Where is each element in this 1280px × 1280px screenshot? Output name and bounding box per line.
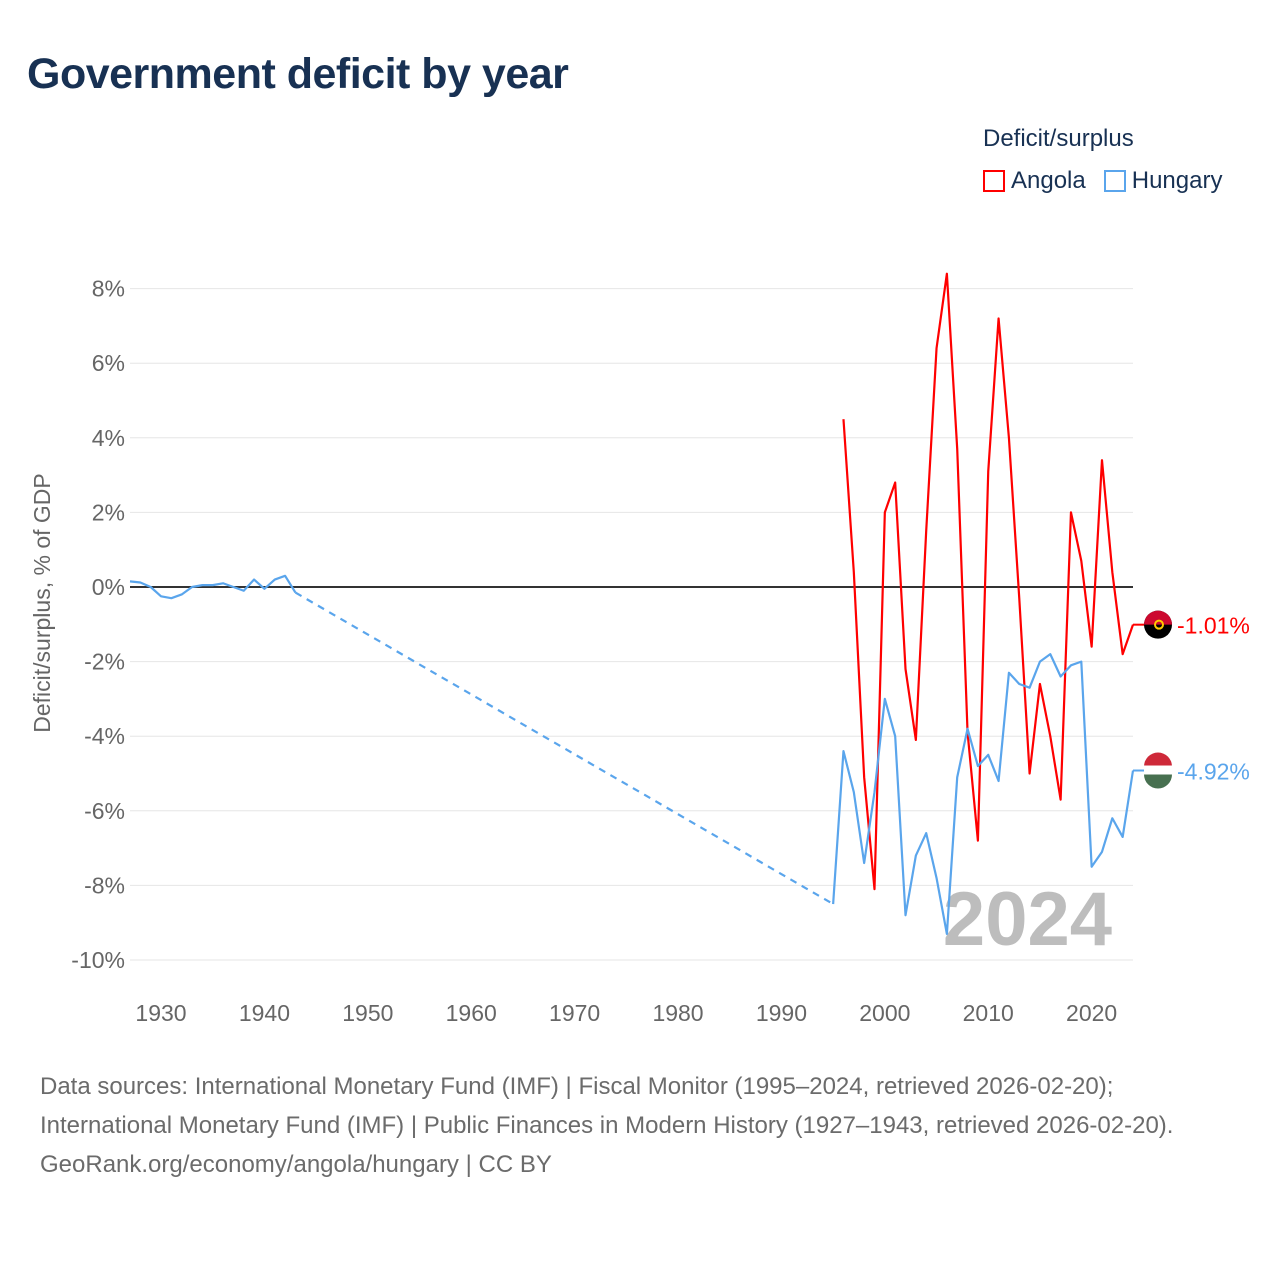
legend-swatch-angola bbox=[983, 170, 1005, 192]
year-watermark: 2024 bbox=[943, 877, 1112, 962]
legend-title: Deficit/surplus bbox=[983, 125, 1134, 152]
x-tick-label: 1970 bbox=[549, 1000, 600, 1026]
data-sources: Data sources: International Monetary Fun… bbox=[40, 1073, 1174, 1139]
y-axis-label: Deficit/surplus, % of GDP bbox=[29, 473, 55, 732]
end-label-hungary: -4.92% bbox=[1177, 759, 1250, 785]
y-tick-label: -8% bbox=[84, 872, 125, 898]
y-tick-label: 8% bbox=[92, 276, 125, 302]
legend: Angola Hungary bbox=[983, 167, 1222, 195]
y-tick-label: 4% bbox=[92, 425, 125, 451]
x-tick-label: 1980 bbox=[652, 1000, 703, 1026]
x-tick-label: 1950 bbox=[342, 1000, 393, 1026]
x-tick-label: 1960 bbox=[446, 1000, 497, 1026]
y-tick-label: -10% bbox=[71, 947, 125, 973]
series-gap-hungary bbox=[294, 591, 834, 906]
flag-angola-icon bbox=[1144, 610, 1172, 625]
y-tick-label: -2% bbox=[84, 649, 125, 675]
flag-angola-icon bbox=[1154, 619, 1164, 630]
end-label-angola: -1.01% bbox=[1177, 613, 1250, 639]
legend-label: Angola bbox=[1011, 167, 1086, 194]
x-tick-label: 2010 bbox=[963, 1000, 1014, 1026]
x-tick-label: 1930 bbox=[135, 1000, 186, 1026]
flag-hungary-icon bbox=[1144, 774, 1172, 789]
x-tick-label: 1940 bbox=[239, 1000, 290, 1026]
series-line-angola bbox=[842, 272, 1135, 891]
line-chart: 8% 6% 4% 2% 0% -2% -4% -6% -8% -10% 1930 1940 1950 19… bbox=[29, 272, 1250, 1026]
legend-item-hungary[interactable]: Hungary bbox=[1103, 167, 1223, 195]
legend-swatch-hungary bbox=[1103, 170, 1126, 192]
y-tick-label: -6% bbox=[84, 798, 125, 824]
page-title: Government deficit by year bbox=[27, 50, 569, 98]
x-tick-label: 2020 bbox=[1066, 1000, 1117, 1026]
y-tick-label: 6% bbox=[92, 350, 125, 376]
flag-hungary-icon bbox=[1144, 752, 1172, 767]
x-tick-label: 2000 bbox=[859, 1000, 910, 1026]
series-line-hungary bbox=[832, 653, 1135, 935]
y-tick-label: 2% bbox=[92, 499, 125, 525]
legend-item-angola[interactable]: Angola bbox=[983, 167, 1086, 195]
series-line-hungary bbox=[129, 574, 297, 600]
y-tick-label: 0% bbox=[92, 574, 125, 600]
credit: GeoRank.org/economy/angola/hungary | CC … bbox=[40, 1151, 552, 1178]
legend-label: Hungary bbox=[1131, 167, 1223, 194]
footer: Data sources: International Monetary Fun… bbox=[40, 1067, 1240, 1184]
y-tick-label: -4% bbox=[84, 723, 125, 749]
flag-hungary-icon bbox=[1144, 765, 1172, 776]
x-tick-label: 1990 bbox=[756, 1000, 807, 1026]
